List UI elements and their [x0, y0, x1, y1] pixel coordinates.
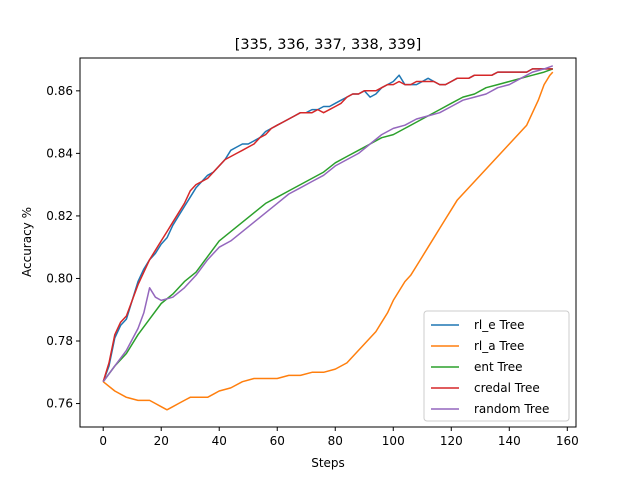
- y-tick-label-1: 0.78: [46, 334, 73, 348]
- legend-label-1: rl_a Tree: [474, 339, 524, 353]
- series-line-2: [102, 68, 554, 383]
- y-tick-label-3: 0.82: [46, 209, 73, 223]
- plot-area: [79, 57, 577, 428]
- x-tick-label-7: 140: [498, 434, 521, 448]
- axes-frame: [79, 57, 577, 428]
- legend-label-4: random Tree: [474, 402, 549, 416]
- x-axis: 0 20 40 60 80 100 120 140 160: [99, 427, 579, 448]
- x-tick-label-5: 100: [382, 434, 405, 448]
- x-tick-label-3: 60: [270, 434, 285, 448]
- y-axis-label: Accuracy %: [20, 207, 34, 277]
- x-tick-label-6: 120: [440, 434, 463, 448]
- series-layer: [102, 65, 554, 411]
- x-tick-label-1: 20: [154, 434, 169, 448]
- legend-label-0: rl_e Tree: [474, 318, 524, 332]
- x-tick-label-2: 40: [212, 434, 227, 448]
- legend: rl_e Tree rl_a Tree ent Tree credal Tree ran…: [423, 310, 570, 422]
- chart-title: [335, 336, 337, 338, 339]: [235, 37, 422, 53]
- series-line-3: [102, 68, 553, 382]
- y-tick-label-5: 0.86: [46, 84, 73, 98]
- legend-box: [423, 310, 570, 422]
- x-tick-label-8: 160: [556, 434, 579, 448]
- x-tick-label-0: 0: [99, 434, 107, 448]
- y-tick-label-2: 0.80: [46, 271, 73, 285]
- x-tick-label-4: 80: [328, 434, 343, 448]
- legend-label-2: ent Tree: [474, 360, 523, 374]
- y-tick-label-4: 0.84: [46, 146, 73, 160]
- series-line-1: [102, 71, 554, 411]
- legend-label-3: credal Tree: [474, 381, 540, 395]
- y-axis: 0.76 0.78 0.80 0.82 0.84 0.86: [46, 84, 80, 411]
- x-axis-label: Steps: [311, 456, 345, 470]
- series-line-4: [102, 65, 554, 383]
- y-tick-label-0: 0.76: [46, 397, 73, 411]
